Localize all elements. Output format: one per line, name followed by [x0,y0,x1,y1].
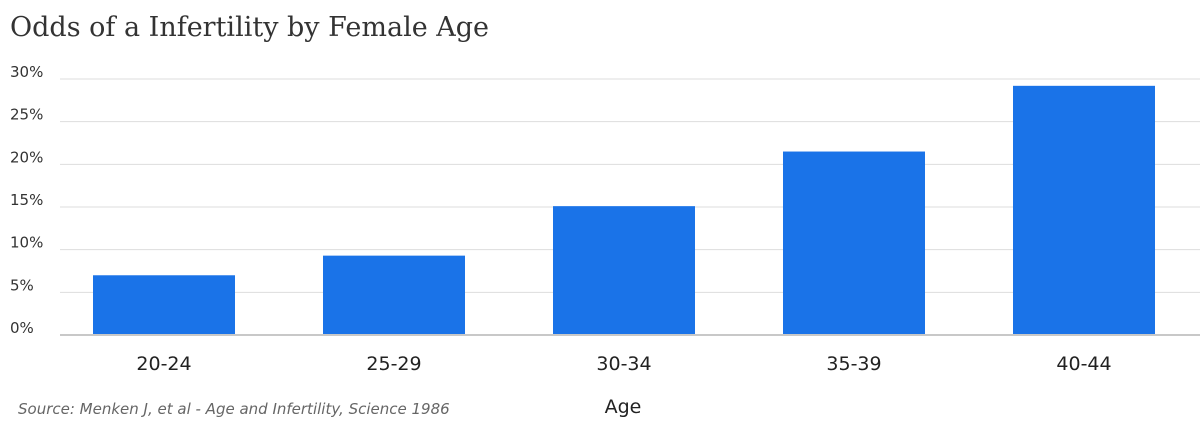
x-category-label: 30-34 [596,353,651,375]
y-tick-label: 25% [10,106,43,124]
bar-20-24 [93,275,235,335]
bars [93,85,1155,336]
y-tick-label: 30% [10,63,43,81]
y-tick-label: 20% [10,148,43,166]
y-axis-ticks: 0% 5% 10% 15% 20% 25% 30% [10,63,43,337]
bar-40-44 [1013,85,1155,336]
x-category-label: 25-29 [366,353,421,375]
bar-30-34 [553,206,695,335]
x-category-label: 40-44 [1056,353,1111,375]
y-tick-label: 0% [10,319,34,337]
y-tick-label: 10% [10,234,43,252]
x-category-label: 35-39 [826,353,881,375]
bar-25-29 [323,255,465,335]
chart-title: Odds of a Infertility by Female Age [10,12,490,43]
x-axis-title: Age [605,396,642,418]
x-category-label: 20-24 [136,353,191,375]
x-axis-categories: 20-24 25-29 30-34 35-39 40-44 [136,353,1111,375]
source-note: Source: Menken J, et al - Age and Infert… [18,400,450,418]
y-tick-label: 5% [10,276,34,294]
bar-35-39 [783,151,925,335]
y-tick-label: 15% [10,191,43,209]
